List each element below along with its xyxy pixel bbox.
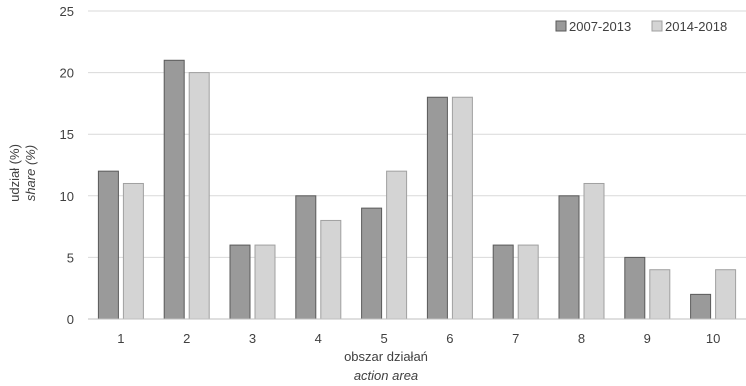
- x-tick-label: 2: [183, 331, 190, 346]
- bar-2007-2013-area-2: [163, 59, 185, 320]
- x-tick-label: 7: [512, 331, 519, 346]
- legend-label-2007-2013: 2007-2013: [569, 19, 631, 34]
- bar-2007-2013-area-4: [295, 195, 317, 320]
- bar-2007-2013-area-5: [361, 207, 383, 320]
- bar-2007-2013-area-8: [558, 195, 580, 320]
- bar-2014-2018-area-5: [386, 170, 408, 320]
- x-tick-label: 8: [578, 331, 585, 346]
- x-tick-label: 10: [706, 331, 720, 346]
- bar-2014-2018-area-8: [583, 182, 605, 320]
- y-tick-label: 15: [60, 127, 74, 142]
- y-axis-title: udział (%): [7, 144, 22, 202]
- bar-2014-2018-area-7: [517, 244, 539, 320]
- y-tick-labels: 0 5 10 15 20 25: [60, 4, 74, 327]
- x-tick-label: 5: [380, 331, 387, 346]
- legend-swatch-2007-2013: [555, 20, 567, 32]
- bar-2007-2013-area-1: [97, 170, 119, 320]
- bar-2014-2018-area-1: [122, 182, 144, 320]
- bar-2014-2018-area-10: [715, 269, 737, 320]
- y-tick-label: 20: [60, 66, 74, 81]
- x-tick-label: 3: [249, 331, 256, 346]
- bar-2014-2018-area-9: [649, 269, 671, 320]
- bars: [97, 59, 737, 320]
- bar-2014-2018-area-3: [254, 244, 276, 320]
- y-tick-label: 25: [60, 4, 74, 19]
- x-tick-label: 6: [446, 331, 453, 346]
- bar-2007-2013-area-6: [426, 96, 448, 320]
- x-tick-labels: 1 2 3 4 5 6 7 8 9 10: [117, 331, 720, 346]
- y-tick-label: 0: [67, 312, 74, 327]
- x-tick-label: 4: [315, 331, 322, 346]
- legend: 2007-2013 2014-2018: [555, 19, 727, 34]
- x-axis-title-en: action area: [354, 368, 418, 383]
- bar-2007-2013-area-10: [690, 293, 712, 320]
- bar-2014-2018-area-6: [451, 96, 473, 320]
- legend-label-2014-2018: 2014-2018: [665, 19, 727, 34]
- y-axis-title-en: share (%): [23, 145, 38, 201]
- x-tick-label: 9: [644, 331, 651, 346]
- bar-2007-2013-area-7: [492, 244, 514, 320]
- x-tick-label: 1: [117, 331, 124, 346]
- bar-2014-2018-area-4: [320, 219, 342, 320]
- bar-2014-2018-area-2: [188, 72, 210, 320]
- legend-swatch-2014-2018: [651, 20, 663, 32]
- y-tick-label: 5: [67, 250, 74, 265]
- gridlines: [88, 10, 746, 258]
- x-axis-title: obszar działań: [344, 349, 428, 364]
- y-tick-label: 10: [60, 189, 74, 204]
- bar-2007-2013-area-9: [624, 256, 646, 320]
- bar-2007-2013-area-3: [229, 244, 251, 320]
